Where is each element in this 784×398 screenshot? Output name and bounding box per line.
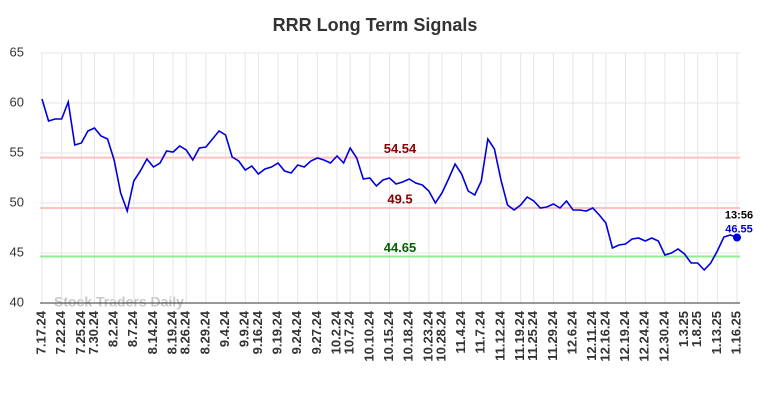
x-tick-label: 9.4.24 <box>217 310 232 347</box>
x-tick-label: 11.7.24 <box>473 310 488 353</box>
x-tick-label: 8.14.24 <box>145 310 160 354</box>
last-time: 13:56 <box>725 209 753 221</box>
signal-label: 49.5 <box>387 191 412 206</box>
x-tick-label: 11.25.24 <box>525 310 540 361</box>
y-tick-label: 50 <box>10 194 24 209</box>
price-line <box>41 98 738 272</box>
x-tick-label: 10.23.24 <box>420 310 435 361</box>
x-tick-label: 10.7.24 <box>342 310 357 354</box>
x-tick-label: 10.18.24 <box>401 310 416 361</box>
y-tick-label: 55 <box>10 144 24 159</box>
x-tick-label: 11.19.24 <box>512 310 527 361</box>
last-value: 46.55 <box>725 223 753 235</box>
y-tick-label: 40 <box>10 294 24 309</box>
x-tick-label: 9.19.24 <box>269 310 284 354</box>
x-tick-label: 12.30.24 <box>656 310 671 361</box>
y-tick-label: 45 <box>10 244 24 259</box>
x-tick-label: 12.11.24 <box>584 310 599 361</box>
x-tick-label: 1.13.25 <box>709 311 724 354</box>
x-tick-label: 12.6.24 <box>565 310 580 354</box>
x-tick-label: 12.16.24 <box>597 310 612 361</box>
x-tick-label: 9.9.24 <box>237 310 252 347</box>
x-tick-label: 11.4.24 <box>453 310 468 353</box>
x-tick-label: 10.2.24 <box>328 310 343 354</box>
x-tick-label: 8.2.24 <box>106 310 121 347</box>
x-tick-label: 8.7.24 <box>125 310 140 347</box>
y-tick-label: 60 <box>10 94 24 109</box>
signal-label: 54.54 <box>384 141 417 156</box>
chart-title: RRR Long Term Signals <box>273 15 478 35</box>
x-tick-label: 7.17.24 <box>33 310 48 354</box>
x-tick-label: 7.22.24 <box>53 310 68 354</box>
x-tick-label: 7.30.24 <box>86 310 101 354</box>
x-tick-label: 12.19.24 <box>617 310 632 361</box>
x-tick-label: 9.16.24 <box>250 310 265 354</box>
x-tick-label: 9.24.24 <box>289 310 304 354</box>
x-tick-label: 8.19.24 <box>165 310 180 354</box>
watermark: Stock Traders Daily <box>54 294 184 310</box>
x-tick-label: 8.26.24 <box>178 310 193 354</box>
x-tick-label: 7.25.24 <box>73 310 88 354</box>
x-tick-label: 11.29.24 <box>545 310 560 361</box>
x-tick-label: 10.28.24 <box>433 310 448 361</box>
last-point <box>733 233 741 242</box>
x-tick-label: 1.8.25 <box>689 311 704 347</box>
signal-label: 44.65 <box>384 240 417 255</box>
x-tick-label: 11.12.24 <box>492 310 507 361</box>
x-tick-label: 8.29.24 <box>197 310 212 354</box>
x-tick-label: 1.3.25 <box>676 311 691 347</box>
x-tick-label: 1.16.25 <box>728 311 743 354</box>
x-tick-label: 10.10.24 <box>361 310 376 361</box>
x-tick-label: 9.27.24 <box>309 310 324 354</box>
y-tick-label: 65 <box>10 44 24 59</box>
x-tick-label: 10.15.24 <box>381 310 396 361</box>
x-tick-label: 12.24.24 <box>637 310 652 361</box>
